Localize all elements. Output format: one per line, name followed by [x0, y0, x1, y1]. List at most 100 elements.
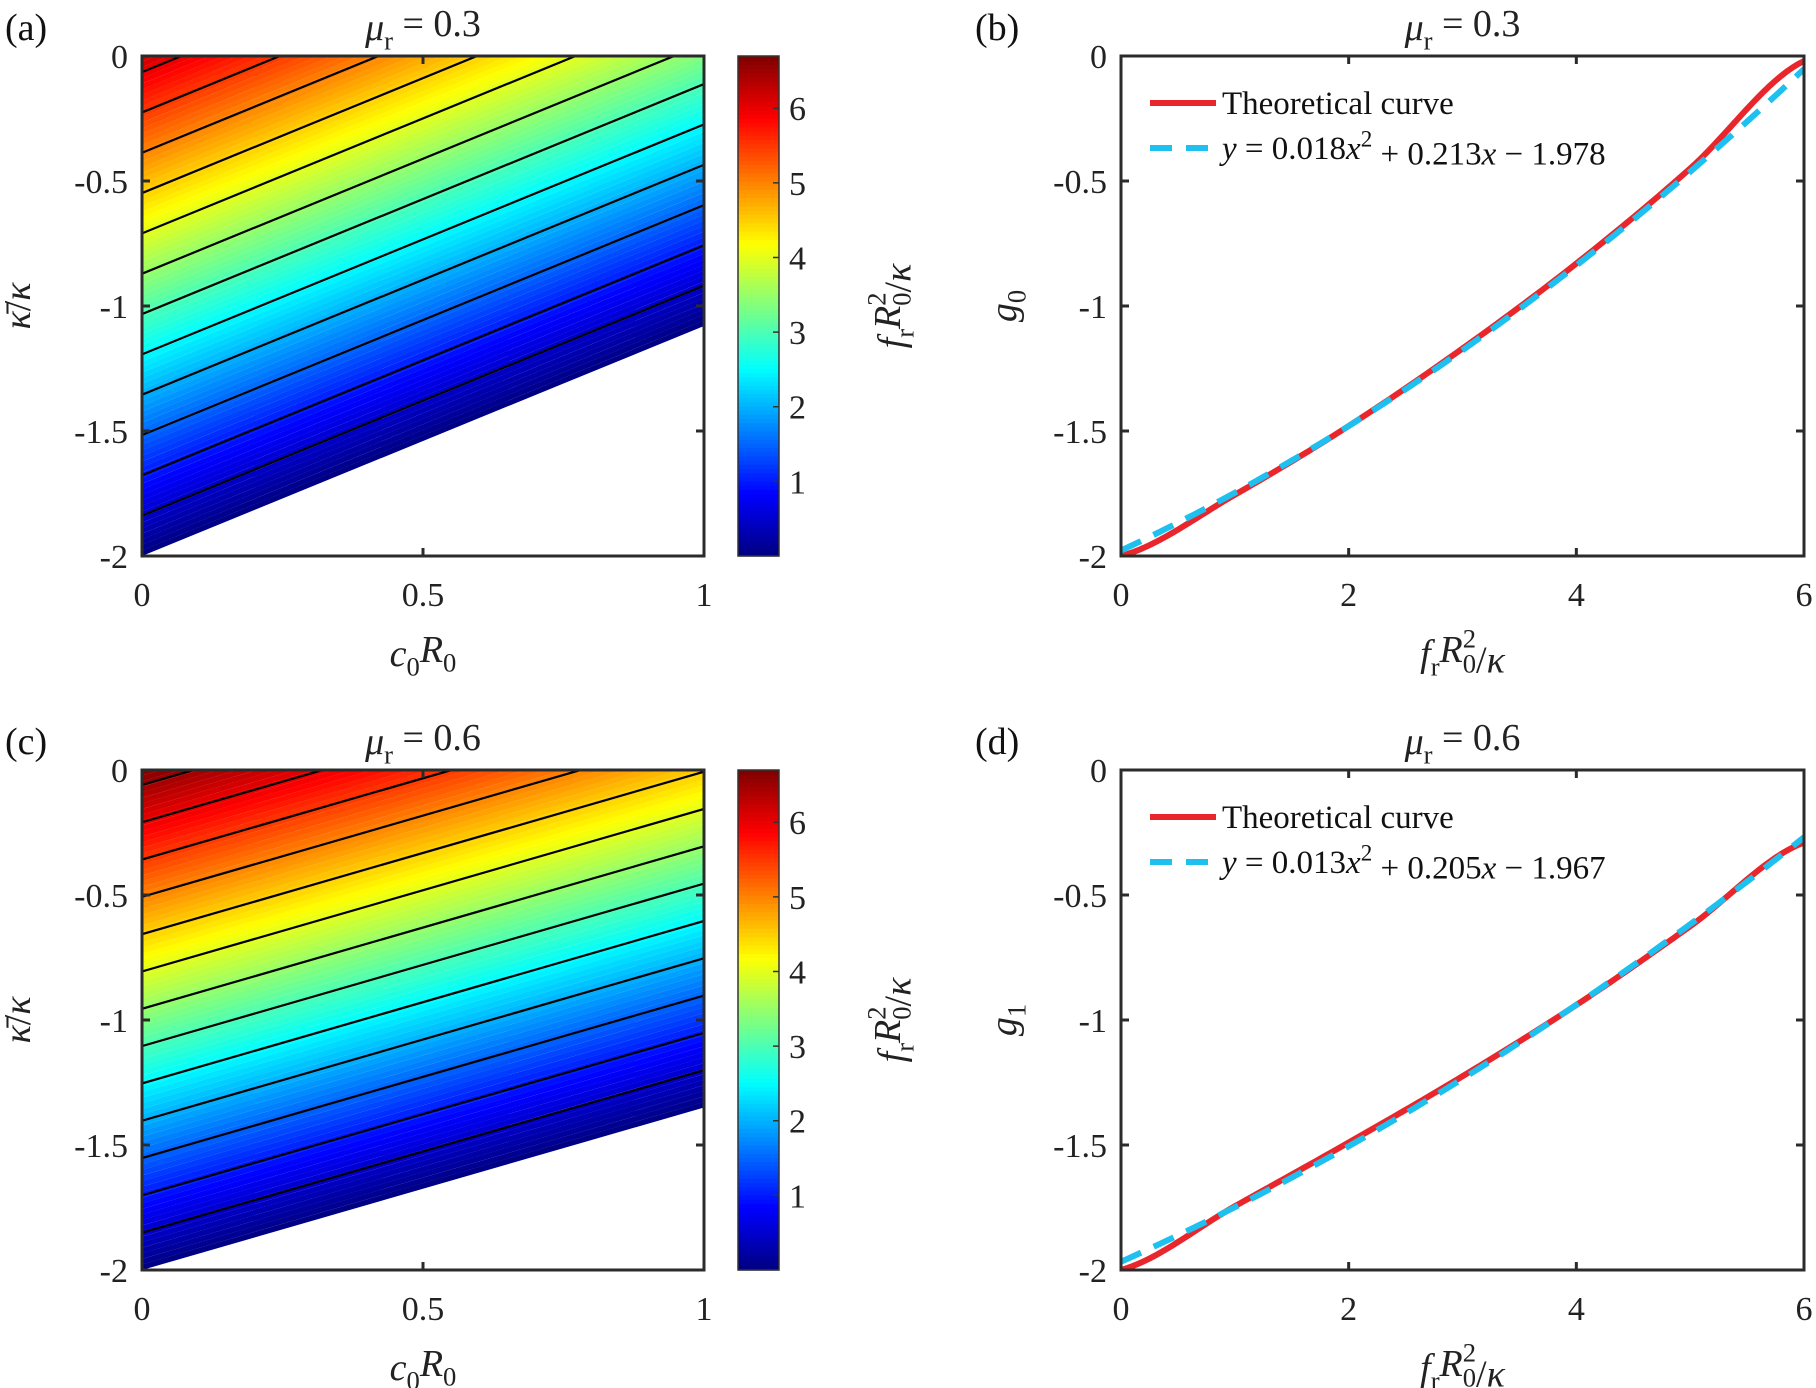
colorbar-segment: [738, 1199, 779, 1204]
colorbar-segment: [738, 526, 779, 532]
colorbar-segment: [738, 389, 779, 395]
heatmap-band: [142, 148, 704, 384]
heatmap-band: [142, 56, 523, 212]
text-segment: y: [1219, 131, 1237, 167]
colorbar-segment: [738, 886, 779, 892]
subscript: r: [384, 25, 393, 55]
x-tick-label: 6: [1796, 1291, 1813, 1328]
colorbar-segment: [738, 172, 779, 178]
colorbar-segment: [738, 1132, 779, 1138]
heatmap-band: [142, 56, 482, 195]
contour-line-4.5: [142, 770, 704, 936]
colorbar-segment: [738, 93, 779, 99]
colorbar-segment: [738, 318, 779, 324]
heatmap-band: [142, 309, 704, 545]
colorbar-segment: [738, 1003, 779, 1009]
colorbar-segment: [738, 774, 779, 779]
heatmap-band: [142, 259, 704, 495]
heatmap-band: [142, 98, 704, 334]
heatmap-band: [142, 874, 704, 1043]
colorbar-segment: [738, 310, 779, 315]
heatmap-band: [142, 56, 536, 218]
heatmap-band: [142, 951, 704, 1121]
heatmap-band: [142, 220, 704, 456]
heatmap-band: [142, 1079, 704, 1248]
y-tick-label: -0.5: [1053, 164, 1107, 201]
colorbar-segment: [738, 990, 779, 996]
plot-area: [1121, 58, 1804, 556]
colorbar-segment: [738, 915, 779, 921]
x-tick-label: 1: [696, 577, 713, 614]
heatmap-band: [142, 818, 704, 987]
colorbar-segment: [738, 535, 779, 540]
heatmap-band: [142, 929, 704, 1098]
colorbar-segment: [738, 293, 779, 299]
heatmap-band: [142, 946, 704, 1115]
legend-label: y = 0.013x2​ + 0.205x − 1.967: [1219, 839, 1606, 886]
heatmap-band: [142, 56, 170, 68]
heatmap-band: [142, 770, 239, 798]
heatmap-band: [142, 857, 704, 1026]
colorbar-segment: [738, 890, 779, 896]
colorbar-segment: [738, 1111, 779, 1117]
x-tick-label: 0: [134, 577, 151, 614]
subscript: r: [1431, 651, 1440, 681]
heatmap-band: [142, 75, 704, 312]
y-tick-label: -1: [100, 1003, 128, 1040]
subscript: 0: [407, 651, 420, 681]
colorbar-segment: [738, 840, 779, 846]
colorbar-segment: [738, 268, 779, 274]
heatmap-band: [142, 770, 373, 837]
y-axis-label: g0​: [983, 290, 1031, 322]
colorbar-tick-label: 3: [789, 1029, 806, 1066]
colorbar-segment: [738, 72, 779, 78]
subscript: r: [889, 329, 919, 338]
colorbar-segment: [738, 1224, 779, 1229]
colorbar-segment: [738, 210, 779, 215]
colorbar-segment: [738, 522, 779, 528]
text-segment: = 0.6: [1433, 717, 1521, 759]
colorbar-segment: [738, 326, 779, 332]
colorbar-segment: [738, 143, 779, 149]
heatmap-band: [142, 907, 704, 1076]
legend-entry: Theoretical curve: [1150, 86, 1454, 122]
colorbar-segment: [738, 1153, 779, 1159]
colorbar-segment: [738, 1103, 779, 1109]
colorbar-tick-label: 4: [789, 954, 806, 991]
colorbar-segment: [738, 974, 779, 979]
colorbar-segment: [738, 1265, 779, 1271]
colorbar-segment: [738, 1049, 779, 1054]
contour-line-4: [142, 56, 579, 235]
heatmap-band: [142, 924, 704, 1093]
colorbar-segment: [738, 903, 779, 909]
heatmap-band: [142, 214, 704, 451]
colorbar-segment: [738, 360, 779, 365]
subscript: 0: [887, 292, 917, 305]
heatmap-band: [142, 56, 645, 262]
superscript: 2: [861, 292, 891, 305]
colorbar-segment: [738, 1078, 779, 1084]
text-segment: g: [983, 303, 1025, 322]
colorbar-segment: [738, 945, 779, 950]
heatmap-band: [142, 862, 704, 1032]
heatmap-band: [142, 770, 680, 926]
colorbar-segment: [738, 1120, 779, 1125]
colorbar-segment: [738, 1190, 779, 1196]
y-axis-label: κ̄/κ: [0, 996, 39, 1044]
text-segment: /: [878, 281, 920, 292]
heatmap-band: [142, 770, 700, 932]
colorbar-segment: [738, 1040, 779, 1046]
colorbar-segment: [738, 256, 779, 261]
heatmap-band: [142, 314, 704, 551]
heatmap-band: [142, 812, 704, 982]
text-segment: R: [419, 629, 443, 671]
heatmap-band: [142, 1001, 704, 1171]
colorbar-segment: [738, 289, 779, 295]
colorbar-segment: [738, 481, 779, 486]
colorbar-segment: [738, 460, 779, 465]
colorbar-segment: [738, 147, 779, 153]
colorbar-tick-label: 1: [789, 1178, 806, 1215]
heatmap-band: [142, 770, 604, 904]
colorbar-segment: [738, 999, 779, 1004]
